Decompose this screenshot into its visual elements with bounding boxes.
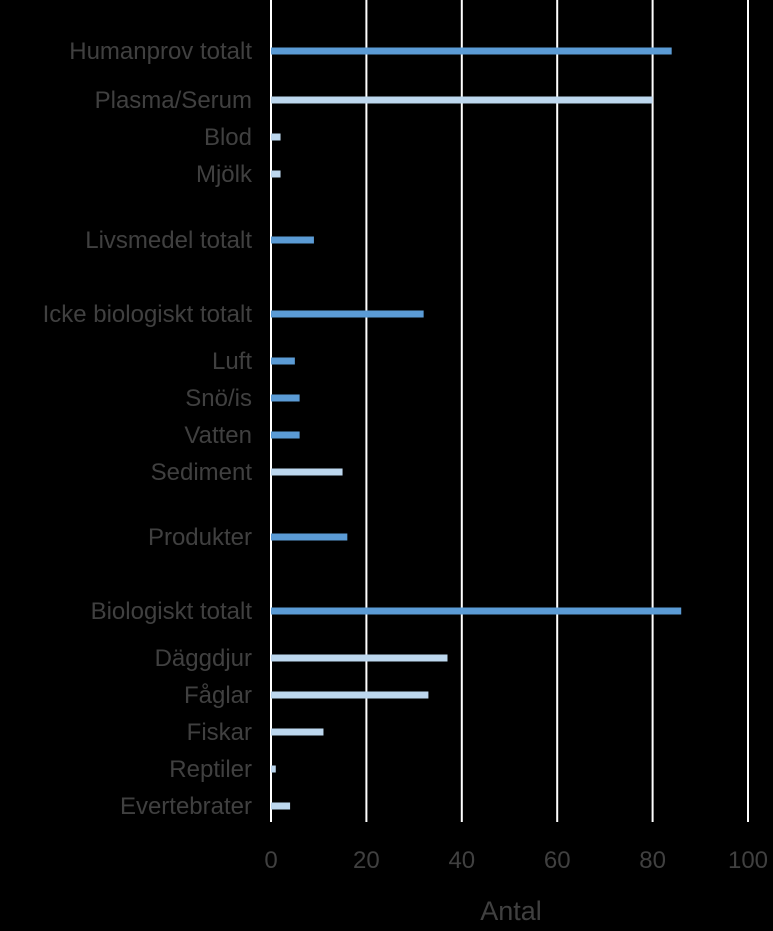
bar-8 <box>271 431 300 439</box>
x-axis-title: Antal <box>480 896 542 926</box>
x-tick-labels: 0 20 40 60 80 100 <box>264 847 768 874</box>
bar-9 <box>271 468 343 476</box>
category-label-10: Produkter <box>148 524 252 551</box>
category-label-9: Sediment <box>151 459 253 486</box>
bar-12 <box>271 654 448 662</box>
bar-16 <box>271 802 291 810</box>
category-label-8: Vatten <box>184 422 252 449</box>
bar-11 <box>271 607 682 615</box>
bar-14 <box>271 728 324 736</box>
category-label-2: Blod <box>204 124 252 151</box>
category-label-7: Snö/is <box>185 385 252 412</box>
category-label-14: Fiskar <box>187 719 252 746</box>
category-label-11: Biologiskt totalt <box>91 598 253 625</box>
gridlines <box>270 0 749 822</box>
category-label-0: Humanprov totalt <box>69 38 252 65</box>
bar-10 <box>271 533 348 541</box>
bar-0 <box>271 47 672 55</box>
bars <box>271 47 682 810</box>
category-label-3: Mjölk <box>196 161 253 188</box>
x-tick-label-100: 100 <box>728 847 768 874</box>
bar-4 <box>271 236 314 244</box>
category-label-5: Icke biologiskt totalt <box>43 301 253 328</box>
category-labels: Humanprov totalt Plasma/Serum Blod Mjölk Liv… <box>43 38 253 820</box>
category-label-12: Däggdjur <box>155 645 252 672</box>
bar-1 <box>271 96 653 104</box>
x-tick-label-80: 80 <box>639 847 666 874</box>
category-label-6: Luft <box>212 348 252 375</box>
bar-13 <box>271 691 429 699</box>
category-label-15: Reptiler <box>169 756 252 783</box>
bar-3 <box>271 170 281 178</box>
category-label-13: Fåglar <box>184 682 252 709</box>
x-tick-label-20: 20 <box>353 847 380 874</box>
bar-7 <box>271 394 300 402</box>
category-label-4: Livsmedel totalt <box>85 227 252 254</box>
bar-2 <box>271 133 281 141</box>
bar-15 <box>271 765 276 773</box>
category-label-1: Plasma/Serum <box>95 87 252 114</box>
x-tick-label-40: 40 <box>448 847 475 874</box>
x-tick-label-60: 60 <box>544 847 571 874</box>
category-label-16: Evertebrater <box>120 793 252 820</box>
bar-5 <box>271 310 424 318</box>
x-tick-label-0: 0 <box>264 847 277 874</box>
bar-6 <box>271 357 295 365</box>
